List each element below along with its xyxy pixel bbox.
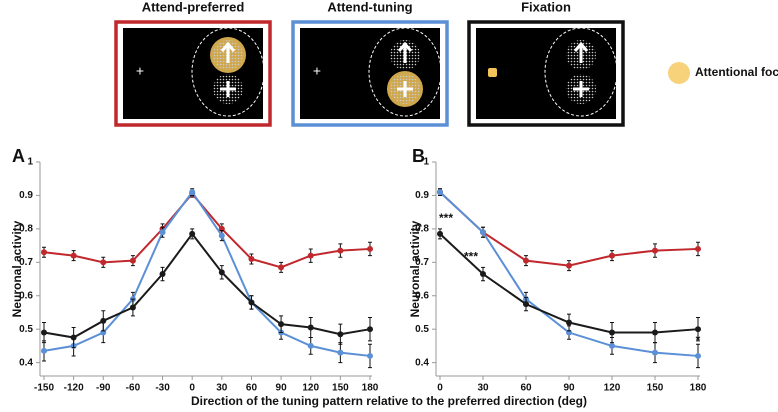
data-point xyxy=(248,255,255,262)
data-point xyxy=(337,331,344,338)
panel-label: B xyxy=(412,146,425,166)
y-tick-label: 0.4 xyxy=(415,357,429,368)
y-tick-label: 0.4 xyxy=(19,357,33,368)
x-axis-title: Direction of the tuning pattern relative… xyxy=(191,394,587,408)
x-tick-label: 60 xyxy=(520,383,532,394)
y-axis-title: Neuronal activity xyxy=(10,220,24,317)
y-tick-label: 0.5 xyxy=(415,324,429,335)
data-point xyxy=(129,304,136,311)
data-point xyxy=(609,342,615,349)
data-point xyxy=(189,230,196,237)
y-tick-label: 0.6 xyxy=(415,290,429,301)
x-tick-label: 120 xyxy=(604,383,621,394)
panel-title: Fixation xyxy=(521,0,571,14)
y-tick-label: 0.7 xyxy=(415,257,429,268)
y-tick-label: 0.6 xyxy=(19,290,33,301)
panel-title: Attend-tuning xyxy=(327,0,412,14)
y-tick-label: 0.5 xyxy=(19,324,33,335)
annotation: * xyxy=(696,333,701,347)
x-tick-label: 0 xyxy=(189,383,195,394)
x-tick-label: -120 xyxy=(64,383,84,394)
x-tick-label: 0 xyxy=(437,383,443,394)
data-point xyxy=(337,247,344,254)
x-tick-label: -60 xyxy=(126,383,141,394)
stimulus-panels: Attend-preferred + Attend-tuning + Fixat… xyxy=(114,0,778,127)
data-point xyxy=(218,269,225,276)
annotation: *** xyxy=(439,211,453,225)
data-point xyxy=(278,264,285,271)
data-point xyxy=(609,252,615,259)
x-tick-label: -150 xyxy=(34,383,54,394)
y-tick-label: 0.8 xyxy=(19,224,33,235)
data-point xyxy=(307,342,314,349)
data-point xyxy=(70,252,77,259)
data-point xyxy=(307,324,314,331)
panel-label: A xyxy=(12,146,25,166)
x-tick-label: 180 xyxy=(690,383,707,394)
data-point xyxy=(652,329,658,336)
data-point xyxy=(695,326,701,333)
y-tick-label: 1 xyxy=(27,157,33,168)
data-point xyxy=(523,301,529,308)
data-point xyxy=(159,229,166,236)
data-point xyxy=(189,189,196,196)
panel-title: Attend-preferred xyxy=(142,0,245,14)
data-point xyxy=(159,271,166,278)
data-point xyxy=(100,259,107,266)
data-point xyxy=(248,299,255,306)
data-point xyxy=(652,349,658,356)
x-tick-label: 30 xyxy=(216,383,228,394)
x-tick-label: 60 xyxy=(246,383,258,394)
y-tick-label: 0.7 xyxy=(19,257,33,268)
y-tick-label: 0.8 xyxy=(415,224,429,235)
data-point xyxy=(480,271,486,278)
data-point xyxy=(367,352,373,359)
data-point xyxy=(100,317,107,324)
annotation: *** xyxy=(464,249,478,263)
data-point xyxy=(41,347,47,354)
svg-text:+: + xyxy=(136,63,144,79)
data-point xyxy=(307,252,314,259)
data-point xyxy=(437,230,443,237)
data-point xyxy=(480,229,486,236)
y-tick-label: 0.9 xyxy=(19,190,33,201)
x-tick-label: 30 xyxy=(477,383,489,394)
y-tick-label: 1 xyxy=(423,157,429,168)
data-point xyxy=(652,247,658,254)
x-tick-label: 180 xyxy=(362,383,379,394)
data-point xyxy=(367,326,373,333)
data-point xyxy=(566,262,572,269)
data-point xyxy=(70,334,77,341)
data-point xyxy=(523,257,529,264)
x-tick-label: 150 xyxy=(647,383,664,394)
legend-label: Attentional focus xyxy=(695,65,778,79)
x-tick-label: 120 xyxy=(302,383,319,394)
data-point xyxy=(566,319,572,326)
data-point xyxy=(437,189,443,196)
data-point xyxy=(278,321,285,328)
data-point xyxy=(218,232,225,239)
data-point xyxy=(695,245,701,252)
series-line xyxy=(43,190,371,357)
series-line xyxy=(43,192,371,269)
data-point xyxy=(337,349,344,356)
data-point xyxy=(367,245,373,252)
data-point xyxy=(41,249,47,256)
x-tick-label: 90 xyxy=(276,383,288,394)
data-point xyxy=(609,329,615,336)
series-line xyxy=(43,232,371,339)
data-point xyxy=(695,352,701,359)
x-tick-label: 150 xyxy=(332,383,349,394)
x-tick-label: -30 xyxy=(155,383,170,394)
x-tick-label: 90 xyxy=(563,383,575,394)
y-tick-label: 0.9 xyxy=(415,190,429,201)
y-axis-title: Neuronal activity xyxy=(408,220,422,317)
data-point xyxy=(129,257,136,264)
svg-text:+: + xyxy=(313,63,321,79)
data-point xyxy=(41,329,47,336)
x-tick-label: -90 xyxy=(96,383,111,394)
